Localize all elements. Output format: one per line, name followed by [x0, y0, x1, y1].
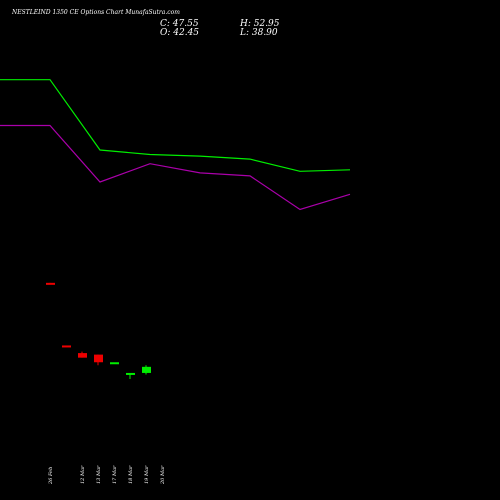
candle-7 [142, 365, 151, 375]
open-value-label: O: 42.45 [160, 28, 200, 38]
candle-2 [62, 345, 71, 348]
high-value-label: H: 52.95 [240, 19, 280, 29]
candle-body [94, 354, 103, 363]
chart-title: NESTLEIND 1350 CE Options Chart MunafaSu… [12, 9, 180, 16]
candle-body [62, 345, 71, 348]
candle-body [126, 372, 135, 375]
x-tick-label: 26 Feb [48, 467, 54, 485]
candle-5 [110, 362, 119, 365]
x-tick-label: 19 Mar [144, 465, 150, 484]
candle-body [46, 282, 55, 285]
x-tick-label: 12 Mar [80, 465, 86, 484]
x-tick-label: 13 Mar [96, 465, 102, 484]
series-line-2 [0, 124, 351, 211]
candle-3 [78, 351, 87, 358]
candle-6 [126, 372, 135, 380]
candle-body [142, 366, 151, 373]
x-tick-label: 18 Mar [128, 465, 134, 484]
candle-1 [46, 282, 55, 285]
candle-body [110, 362, 119, 365]
close-value-label: C: 47.55 [160, 19, 199, 29]
series-line-1 [0, 79, 351, 172]
candle-body [78, 353, 87, 358]
low-value-label: L: 38.90 [240, 28, 278, 38]
x-tick-label: 17 Mar [112, 465, 118, 484]
x-tick-label: 20 Mar [160, 465, 166, 485]
candle-4 [94, 354, 103, 366]
